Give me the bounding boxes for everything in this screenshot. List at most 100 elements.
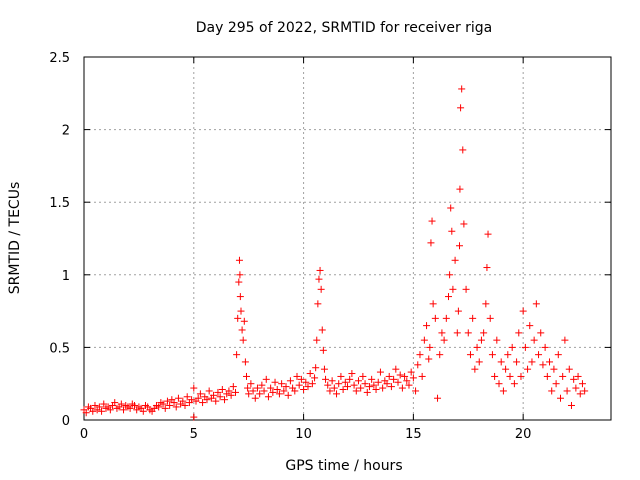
data-point [335, 380, 343, 388]
y-tick-label: 2 [62, 124, 70, 139]
data-point [458, 85, 466, 93]
data-point [172, 403, 180, 411]
data-point [456, 185, 464, 193]
data-point [473, 343, 481, 351]
data-point [431, 314, 439, 322]
data-point [346, 375, 354, 383]
x-tick-label: 20 [515, 427, 532, 442]
data-point [528, 358, 536, 366]
data-point [214, 388, 222, 396]
data-point [284, 391, 292, 399]
data-point [532, 300, 540, 308]
data-point [242, 372, 250, 380]
data-point [567, 401, 575, 409]
data-point [469, 314, 477, 322]
data-point [194, 394, 202, 402]
data-point [455, 242, 463, 250]
data-point [190, 384, 198, 392]
data-point [396, 371, 404, 379]
data-point [416, 351, 424, 359]
data-point [427, 239, 435, 247]
data-point [376, 368, 384, 376]
data-point [480, 329, 488, 337]
data-point [524, 365, 532, 373]
data-point [291, 387, 299, 395]
x-tick-label: 0 [80, 427, 88, 442]
data-point [453, 329, 461, 337]
x-tick-label: 10 [295, 427, 312, 442]
chart-title: Day 295 of 2022, SRMTID for receiver rig… [196, 20, 493, 36]
data-point [488, 351, 496, 359]
data-point [440, 336, 448, 344]
data-point [379, 384, 387, 392]
data-point [275, 390, 283, 398]
data-point [126, 404, 134, 412]
data-point [170, 399, 178, 407]
data-point [510, 380, 518, 388]
data-point [155, 403, 163, 411]
data-point [565, 365, 573, 373]
data-point [326, 387, 334, 395]
data-point [499, 387, 507, 395]
data-point [100, 400, 108, 408]
data-point [139, 407, 147, 415]
data-point [526, 322, 534, 330]
data-point [330, 384, 338, 392]
data-point [199, 399, 207, 407]
data-point [552, 380, 560, 388]
data-point [297, 375, 305, 383]
data-point [348, 370, 356, 378]
data-point [477, 336, 485, 344]
data-point [352, 387, 360, 395]
y-tick-label: 0 [62, 414, 70, 429]
data-point [578, 380, 586, 388]
data-point [232, 388, 240, 396]
data-point [341, 378, 349, 386]
data-point [517, 372, 525, 380]
data-point [519, 307, 527, 315]
data-point [302, 378, 310, 386]
data-point [339, 386, 347, 394]
data-point [372, 386, 380, 394]
data-point [235, 256, 243, 264]
data-point [236, 293, 244, 301]
data-point [434, 394, 442, 402]
x-tick-label: 5 [190, 427, 198, 442]
data-point [333, 390, 341, 398]
data-point [159, 400, 167, 408]
y-tick-label: 2.5 [49, 51, 70, 66]
y-tick-label: 1.5 [49, 196, 70, 211]
x-axis-label: GPS time / hours [285, 458, 402, 474]
data-point [425, 355, 433, 363]
data-point [174, 394, 182, 402]
data-point [239, 336, 247, 344]
data-point [354, 377, 362, 385]
data-point [530, 336, 538, 344]
data-point [249, 387, 257, 395]
data-point [539, 361, 547, 369]
data-point [166, 401, 174, 409]
data-point [221, 396, 229, 404]
grid [84, 57, 611, 420]
data-point [322, 375, 330, 383]
axis-ticks: 0 5 10 15 20 0 0.5 1 1.5 2 2.5 [49, 51, 611, 442]
data-point [247, 380, 255, 388]
data-point [550, 365, 558, 373]
data-point [313, 336, 321, 344]
data-point [482, 300, 490, 308]
data-point [344, 383, 351, 391]
data-point [82, 409, 90, 417]
data-point [486, 314, 494, 322]
data-point [314, 300, 322, 308]
data-point [515, 329, 523, 337]
data-point [426, 343, 434, 351]
data-point [484, 230, 492, 238]
data-point [556, 394, 564, 402]
data-point [446, 271, 454, 279]
data-point [420, 336, 428, 344]
data-point [438, 329, 446, 337]
data-point [570, 375, 578, 383]
data-point [238, 326, 246, 334]
data-point [429, 300, 437, 308]
data-point [181, 401, 189, 409]
